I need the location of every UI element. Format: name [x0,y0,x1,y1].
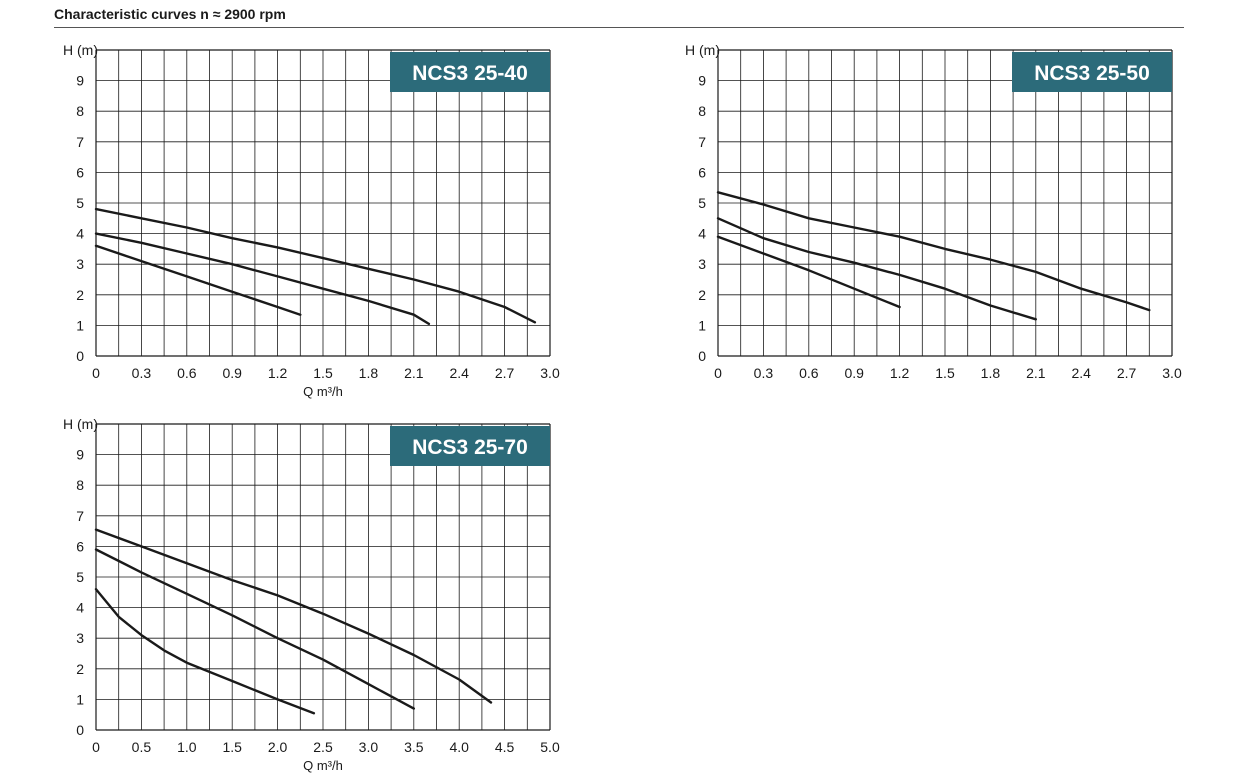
pump-curve-1 [94,244,302,316]
y-tick-label: 8 [698,103,706,119]
x-tick-label: 0.9 [844,365,864,381]
x-tick-label: 1.0 [177,739,197,755]
x-tick-label: 0.3 [132,365,152,381]
x-tick-label: 2.7 [1117,365,1137,381]
x-tick-label: 1.5 [222,739,242,755]
y-tick-label: 4 [698,226,706,242]
y-tick-label: 6 [698,164,706,180]
pump-curve-1 [94,588,316,715]
y-tick-label: 9 [76,447,84,463]
x-tick-label: 0.6 [177,365,197,381]
y-tick-label: 5 [76,195,84,211]
x-tick-label: 0.5 [132,739,152,755]
x-tick-label: 0 [714,365,722,381]
y-tick-label: 6 [76,538,84,554]
y-tick-label: 7 [76,134,84,150]
x-tick-label: 0.3 [754,365,774,381]
x-tick-label: 2.7 [495,365,515,381]
x-tick-label: 0 [92,739,100,755]
y-axis-label: H (m) [63,42,98,58]
y-tick-label: 5 [698,195,706,211]
x-tick-label: 0.6 [799,365,819,381]
y-tick-label: 3 [698,256,706,272]
y-tick-label: 3 [76,630,84,646]
x-tick-label: 3.0 [1162,365,1182,381]
x-tick-label: 3.0 [540,365,560,381]
x-tick-label: 2.4 [449,365,469,381]
x-tick-label: 2.4 [1071,365,1091,381]
y-tick-label: 7 [76,508,84,524]
y-tick-label: 6 [76,164,84,180]
x-axis-label: Q m³/h [303,758,343,773]
pump-curve-2 [94,232,431,326]
x-tick-label: 0 [92,365,100,381]
y-tick-label: 1 [76,691,84,707]
y-tick-label: 4 [76,226,84,242]
x-tick-label: 1.5 [935,365,955,381]
x-tick-label: 1.2 [268,365,288,381]
pump-curve-3 [94,207,537,324]
x-axis-label: Q m³/h [303,384,343,399]
x-tick-label: 2.1 [1026,365,1046,381]
y-axis-label: H (m) [63,416,98,432]
y-tick-label: 8 [76,103,84,119]
x-tick-label: 3.0 [359,739,379,755]
y-tick-label: 7 [698,134,706,150]
x-tick-label: 4.0 [449,739,469,755]
title-divider [54,27,1184,28]
y-tick-label: 2 [76,661,84,677]
x-tick-label: 5.0 [540,739,560,755]
x-tick-label: 2.1 [404,365,424,381]
title-badge [1012,52,1172,92]
y-tick-label: 9 [76,73,84,89]
y-tick-label: 2 [76,287,84,303]
y-tick-label: 8 [76,477,84,493]
x-tick-label: 1.8 [981,365,1001,381]
chart-1: 0 1 2 3 4 5 6 7 8 9 H (m) 0 0.3 0.6 0.9 1.2 1.5 1.8 2.1 2.4… [63,42,560,399]
chart-title: NCS3 25-40 [412,62,528,85]
y-tick-label: 4 [76,600,84,616]
y-tick-label: 1 [76,317,84,333]
pump-curve-3 [94,528,493,704]
chart-title: NCS3 25-50 [1034,62,1150,85]
page-title: Characteristic curves n ≈ 2900 rpm [54,6,286,22]
title-badge [390,426,550,466]
x-tick-label: 3.5 [404,739,424,755]
x-tick-label: 2.0 [268,739,288,755]
y-axis-label: H (m) [685,42,720,58]
chart-2: 0 1 2 3 4 5 6 7 8 9 H (m) 0 0.3 0.6 0.9 1.2 1.5 1.8 2.1 2.4… [685,42,1182,381]
y-tick-label: 0 [76,348,84,364]
x-tick-label: 0.9 [222,365,242,381]
y-tick-label: 0 [698,348,706,364]
y-tick-label: 3 [76,256,84,272]
x-tick-label: 2.5 [313,739,333,755]
pump-curve-1 [716,235,901,309]
pump-curve-2 [716,217,1037,321]
x-tick-label: 4.5 [495,739,515,755]
y-tick-label: 1 [698,317,706,333]
chart-title: NCS3 25-70 [412,436,528,459]
y-tick-label: 5 [76,569,84,585]
title-badge [390,52,550,92]
y-tick-label: 2 [698,287,706,303]
x-tick-label: 1.2 [890,365,910,381]
y-tick-label: 9 [698,73,706,89]
x-tick-label: 1.8 [359,365,379,381]
pump-curve-2 [94,548,415,710]
y-tick-label: 0 [76,722,84,738]
chart-3: 0 1 2 3 4 5 6 7 8 9 H (m) 0 0.5 1.0 1.5 2.0 2.5 3.0 3.5 4.0… [63,416,560,773]
pump-curve-3 [716,191,1151,312]
x-tick-label: 1.5 [313,365,333,381]
